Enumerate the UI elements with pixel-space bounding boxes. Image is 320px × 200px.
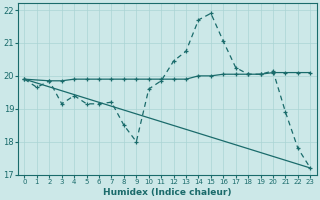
X-axis label: Humidex (Indice chaleur): Humidex (Indice chaleur) — [103, 188, 232, 197]
